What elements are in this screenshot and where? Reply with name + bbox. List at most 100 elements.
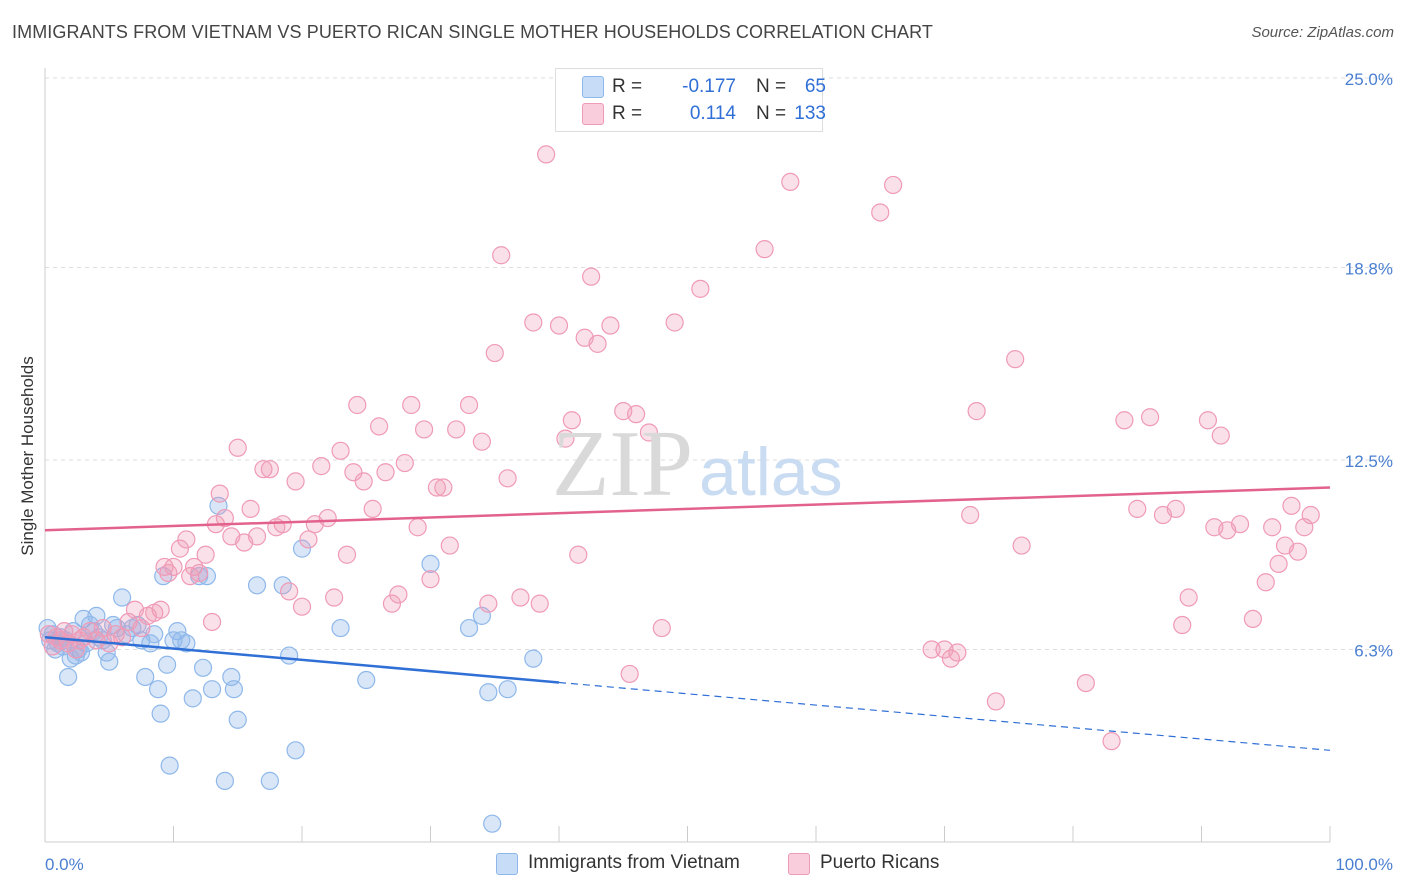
point-vietnam — [228, 710, 247, 729]
y-tick-label: 6.3% — [1354, 641, 1393, 660]
point-puerto-rican — [537, 145, 556, 164]
point-puerto-rican — [286, 472, 305, 491]
point-puerto-rican — [1179, 588, 1198, 607]
x-tick-label: 100.0% — [1335, 855, 1393, 874]
point-puerto-rican — [781, 172, 800, 192]
point-puerto-rican — [1269, 554, 1288, 574]
point-vietnam — [148, 680, 168, 699]
point-puerto-rican — [1288, 542, 1307, 561]
point-puerto-rican — [363, 499, 382, 518]
point-vietnam — [331, 618, 350, 638]
legend-swatch-puerto-rican — [582, 103, 604, 125]
point-vietnam — [157, 655, 177, 674]
point-puerto-rican — [569, 545, 588, 564]
point-vietnam — [524, 649, 543, 668]
bottom-legend-label-puerto-rican: Puerto Ricans — [820, 852, 940, 873]
point-vietnam — [100, 652, 119, 671]
point-puerto-rican — [434, 478, 453, 497]
point-puerto-rican — [325, 588, 344, 607]
point-puerto-rican — [665, 313, 684, 332]
point-puerto-rican — [280, 582, 299, 601]
point-puerto-rican — [354, 472, 373, 491]
trend-line-vietnam-extrapolated — [558, 681, 1331, 751]
point-vietnam — [183, 689, 202, 708]
point-puerto-rican — [177, 530, 196, 549]
point-puerto-rican — [202, 612, 222, 632]
legend-r-value: -0.177 — [682, 76, 736, 97]
point-vietnam — [483, 814, 502, 833]
point-puerto-rican — [344, 463, 363, 482]
point-puerto-rican — [1243, 609, 1263, 629]
point-puerto-rican — [556, 429, 575, 448]
point-puerto-rican — [524, 313, 543, 332]
point-puerto-rican — [1230, 515, 1250, 534]
point-puerto-rican — [459, 395, 479, 415]
watermark-zip: ZIP — [552, 412, 693, 516]
axes — [44, 68, 1331, 843]
bottom-legend-swatch-puerto-rican — [788, 853, 810, 875]
point-puerto-rican — [883, 175, 903, 195]
point-vietnam — [160, 756, 179, 775]
point-puerto-rican — [1140, 408, 1160, 427]
point-puerto-rican — [215, 508, 234, 528]
point-puerto-rican — [402, 395, 421, 415]
legend-n-value: 65 — [804, 76, 826, 97]
point-puerto-rican — [382, 594, 402, 613]
legend-r-value: 0.114 — [689, 103, 736, 124]
point-puerto-rican — [210, 484, 229, 503]
legend-n-label: N = — [756, 103, 787, 124]
y-axis-label: Single Mother Households — [18, 356, 37, 556]
point-puerto-rican — [1173, 615, 1192, 635]
points-vietnam — [38, 496, 543, 833]
point-puerto-rican — [961, 505, 980, 525]
point-puerto-rican — [1115, 411, 1134, 430]
point-puerto-rican — [511, 588, 530, 607]
point-puerto-rican — [1198, 411, 1218, 430]
point-puerto-rican — [1076, 673, 1095, 693]
legend-n-label: N = — [756, 76, 787, 97]
point-puerto-rican — [299, 530, 318, 549]
point-puerto-rican — [498, 469, 517, 488]
point-puerto-rican — [170, 539, 190, 558]
y-tick-label: 12.5% — [1345, 452, 1393, 471]
legend-r-label: R = — [612, 103, 643, 124]
point-vietnam — [247, 576, 267, 595]
point-vietnam — [260, 771, 279, 790]
point-vietnam — [224, 680, 243, 699]
point-puerto-rican — [1282, 496, 1301, 515]
point-puerto-rican — [254, 460, 273, 479]
point-puerto-rican — [112, 628, 132, 647]
point-puerto-rican — [472, 432, 491, 451]
point-puerto-rican — [1256, 573, 1275, 592]
point-puerto-rican — [421, 570, 440, 589]
point-puerto-rican — [337, 545, 357, 564]
point-puerto-rican — [196, 545, 215, 564]
point-vietnam — [292, 539, 312, 558]
point-puerto-rican — [1211, 426, 1230, 445]
point-vietnam — [177, 634, 196, 653]
point-puerto-rican — [1128, 499, 1147, 518]
tick-labels: 6.3% 12.5% 18.8% 25.0% 0.0% 100.0% — [45, 70, 1393, 874]
x-tick-label: 0.0% — [45, 855, 84, 874]
chart-source: Source: ZipAtlas.com — [1251, 24, 1394, 41]
point-puerto-rican — [376, 463, 395, 482]
point-puerto-rican — [485, 343, 504, 363]
point-puerto-rican — [190, 563, 209, 583]
point-puerto-rican — [1301, 505, 1320, 525]
y-tick-label: 18.8% — [1345, 259, 1393, 278]
point-puerto-rican — [427, 478, 447, 497]
point-puerto-rican — [626, 405, 646, 424]
point-puerto-rican — [260, 460, 279, 479]
point-puerto-rican — [1102, 732, 1121, 751]
point-puerto-rican — [389, 585, 408, 604]
point-puerto-rican — [601, 316, 620, 335]
watermark-atlas: atlas — [699, 434, 843, 510]
point-puerto-rican — [639, 423, 659, 442]
point-vietnam — [193, 658, 213, 677]
point-puerto-rican — [292, 597, 312, 616]
point-puerto-rican — [447, 420, 466, 439]
point-puerto-rican — [479, 594, 498, 613]
point-vietnam — [479, 683, 498, 702]
point-vietnam — [286, 741, 305, 760]
point-puerto-rican — [755, 240, 774, 259]
